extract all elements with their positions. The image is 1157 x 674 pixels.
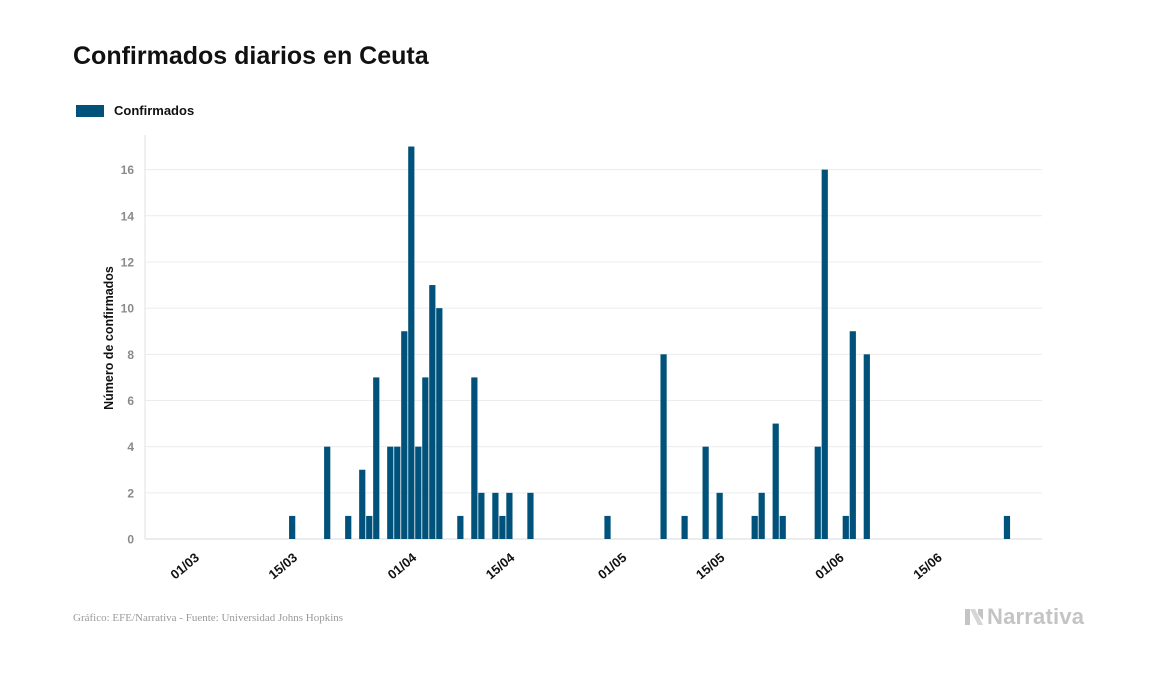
narrativa-logo-icon — [965, 609, 983, 625]
bar — [387, 446, 394, 539]
bar — [289, 515, 296, 539]
gridlines — [144, 135, 1042, 540]
bar — [758, 492, 765, 539]
y-tick-label: 2 — [127, 486, 134, 500]
bar — [506, 492, 513, 539]
y-tick-label: 6 — [127, 394, 134, 408]
x-tick-label: 01/06 — [812, 550, 847, 582]
y-tick-label: 14 — [121, 209, 135, 223]
y-tick-label: 4 — [127, 440, 134, 454]
x-tick-label: 01/05 — [595, 550, 630, 582]
y-tick-labels: 0 2 4 6 8 10 12 14 16 — [121, 163, 135, 546]
bar — [814, 446, 821, 539]
y-tick-label: 8 — [127, 348, 134, 362]
bar — [324, 446, 331, 539]
x-tick-label: 01/03 — [167, 550, 202, 582]
bar — [415, 446, 422, 539]
x-tick-labels: 01/03 15/03 01/04 15/04 01/05 15/05 01/06 15/06 — [167, 549, 944, 582]
x-tick-label: 15/04 — [483, 549, 518, 582]
source-note: Gráfico: EFE/Narrativa - Fuente: Univers… — [73, 612, 344, 624]
chart-title: Confirmados diarios en Ceuta — [73, 42, 429, 70]
bar — [345, 515, 352, 539]
brand-logo: Narrativa — [963, 604, 1084, 630]
bar — [863, 354, 870, 539]
bar — [401, 331, 408, 539]
bar — [422, 377, 429, 539]
bar-chart: 0 2 4 6 8 10 12 14 16 01/03 15/03 01/04 15/04 01/05 1… — [102, 135, 1042, 582]
y-axis-label: Número de confirmados — [102, 266, 116, 410]
bar — [366, 515, 373, 539]
brand-name: Narrativa — [987, 604, 1085, 629]
legend-swatch — [76, 104, 104, 117]
bar — [527, 492, 534, 539]
bar — [394, 446, 401, 539]
bar — [849, 331, 856, 539]
bar — [478, 492, 485, 539]
y-tick-label: 10 — [121, 302, 135, 316]
bar — [842, 515, 849, 539]
y-tick-label: 0 — [127, 533, 134, 547]
bar — [471, 377, 478, 539]
bar — [408, 146, 415, 540]
x-tick-label: 01/04 — [385, 549, 420, 582]
bar — [681, 515, 688, 539]
bar — [751, 515, 758, 539]
x-tick-label: 15/06 — [910, 550, 945, 582]
chart-legend: Confirmados — [76, 103, 194, 118]
bar — [772, 423, 779, 539]
x-tick-label: 15/03 — [266, 550, 301, 582]
bar — [779, 515, 786, 539]
bar — [499, 515, 506, 539]
bar — [429, 285, 436, 539]
bar — [604, 515, 611, 539]
bar — [457, 515, 464, 539]
bar — [702, 446, 709, 539]
legend-label: Confirmados — [114, 103, 195, 118]
bar — [436, 308, 443, 539]
x-tick-label: 15/05 — [693, 550, 728, 582]
y-tick-label: 12 — [121, 255, 135, 269]
bar — [1003, 515, 1011, 539]
y-tick-label: 16 — [121, 163, 135, 177]
bar — [492, 492, 499, 539]
bar — [359, 469, 366, 539]
bar — [660, 354, 667, 539]
bars — [289, 146, 1011, 540]
bar — [716, 492, 723, 539]
bar — [373, 377, 380, 539]
bar — [821, 169, 828, 539]
